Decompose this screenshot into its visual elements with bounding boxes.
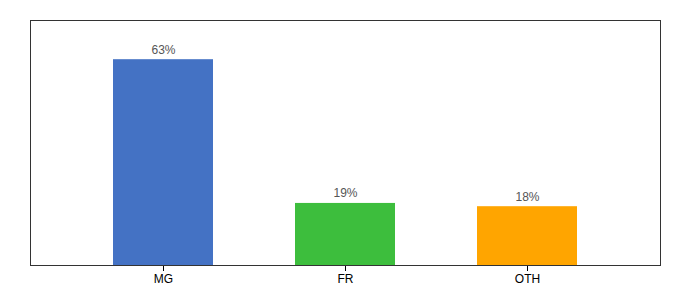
svg-text:OTH: OTH [515,272,540,286]
svg-text:18%: 18% [515,190,539,204]
svg-text:FR: FR [338,272,354,286]
svg-text:63%: 63% [151,43,175,57]
svg-text:19%: 19% [333,186,357,200]
svg-text:MG: MG [154,272,173,286]
